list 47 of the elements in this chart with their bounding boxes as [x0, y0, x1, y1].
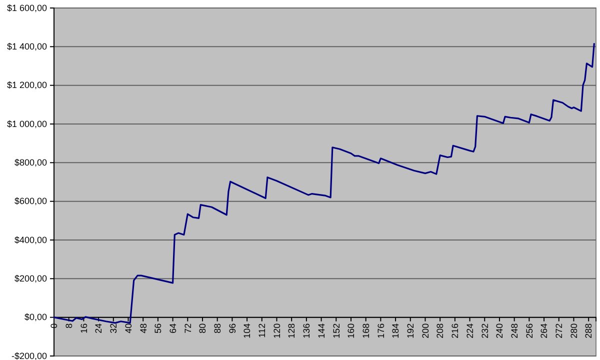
- y-tick-label: $200,00: [14, 274, 47, 284]
- y-tick-label: $1 600,00: [6, 2, 47, 13]
- x-tick-label: 120: [272, 323, 282, 338]
- x-tick-label: 280: [568, 323, 579, 338]
- x-tick-label: 160: [346, 323, 356, 338]
- x-tick-label: 48: [138, 323, 148, 334]
- x-tick-label: 248: [509, 323, 520, 338]
- y-tick-label: $400,00: [14, 234, 47, 245]
- x-tick-label: 32: [108, 323, 119, 334]
- x-tick-label: 152: [331, 323, 342, 338]
- x-tick-label: 96: [227, 323, 238, 334]
- x-tick-label: 56: [153, 323, 164, 334]
- x-tick-label: 112: [257, 323, 268, 338]
- y-tick-label: $0,00: [24, 312, 47, 322]
- y-tick-label: $1 200,00: [6, 80, 47, 90]
- x-tick-label: 224: [464, 323, 475, 338]
- x-tick-label: 240: [494, 323, 505, 338]
- x-tick-label: 192: [406, 323, 416, 338]
- x-tick-label: 144: [316, 323, 326, 338]
- x-tick-label: 104: [242, 323, 252, 338]
- y-tick-label: $800,00: [14, 158, 47, 168]
- x-tick-label: 8: [64, 323, 74, 328]
- x-tick-label: 264: [539, 323, 550, 338]
- x-tick-label: 72: [182, 323, 193, 334]
- y-tick-label: $600,00: [14, 196, 47, 206]
- x-tick-label: 176: [376, 323, 386, 338]
- x-tick-label: 232: [480, 323, 490, 338]
- x-tick-label: 24: [94, 323, 104, 334]
- x-tick-label: 288: [584, 323, 594, 338]
- x-tick-label: 168: [360, 323, 371, 338]
- line-series: [53, 42, 595, 324]
- x-tick-label: 272: [554, 323, 564, 338]
- x-tick-label: 64: [168, 323, 178, 334]
- x-tick-label: 136: [302, 323, 312, 338]
- x-tick-label: 256: [524, 323, 534, 338]
- x-tick-label: 216: [450, 323, 460, 338]
- x-tick-label: 80: [198, 323, 208, 334]
- x-tick-label: 16: [78, 323, 89, 334]
- y-tick-label: $1 000,00: [6, 118, 47, 129]
- x-tick-label: 40: [123, 323, 134, 334]
- x-tick-label: 88: [212, 323, 222, 334]
- x-tick-label: 128: [286, 323, 297, 338]
- x-tick-label: 200: [420, 323, 430, 338]
- y-tick-label: -$200,00: [11, 350, 47, 360]
- y-tick-label: $1 400,00: [6, 42, 47, 52]
- x-tick-label: 184: [390, 323, 401, 338]
- x-tick-label: 208: [435, 323, 446, 338]
